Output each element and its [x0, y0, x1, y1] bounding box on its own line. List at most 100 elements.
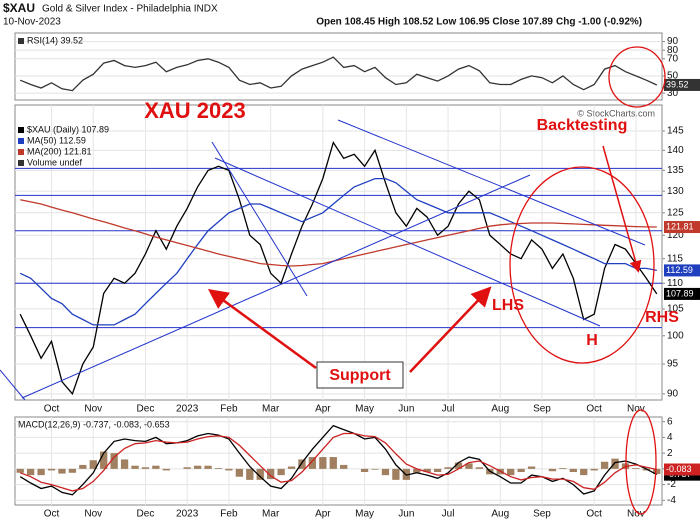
- y-tick-label: 100: [667, 330, 684, 341]
- date: 10-Nov-2023: [3, 17, 61, 28]
- histogram-bar: [580, 468, 588, 476]
- histogram-bar: [58, 468, 66, 474]
- histogram-bar: [340, 464, 348, 469]
- legend-swatch: [18, 127, 24, 133]
- histogram-bar: [152, 465, 160, 469]
- annotation: Backtesting: [537, 117, 628, 134]
- trendline: [0, 369, 26, 401]
- y-tick-label: 4: [667, 432, 673, 443]
- histogram-bar: [475, 467, 484, 469]
- annotation: Support: [329, 367, 391, 384]
- y-tick-label: -2: [667, 479, 676, 490]
- histogram-bar: [89, 460, 97, 469]
- histogram-bar: [183, 467, 191, 469]
- x-tick-label: Dec: [137, 404, 155, 415]
- x-tick-label: Jul: [442, 509, 455, 520]
- histogram-bar: [517, 468, 525, 472]
- ohlc: Open 108.45 High 108.52 Low 106.95 Close…: [316, 17, 553, 28]
- annotation: H: [586, 332, 598, 349]
- histogram-bar: [79, 464, 87, 469]
- histogram-bar: [527, 466, 536, 469]
- rsi-panel: [14, 32, 663, 101]
- x-tick-label: Feb: [220, 404, 238, 415]
- y-tick-label: 105: [667, 304, 684, 315]
- end-tag-label: -0.083: [666, 464, 692, 474]
- legend-label: RSI(14) 39.52: [27, 35, 83, 45]
- histogram-bar: [319, 457, 327, 469]
- histogram-bar: [256, 468, 264, 480]
- y-tick-label: 130: [667, 186, 684, 197]
- series-line: [19, 177, 657, 326]
- histogram-bar: [465, 463, 473, 469]
- highlight-circle: [625, 409, 657, 515]
- series-line: [19, 56, 658, 92]
- histogram-bar: [204, 465, 212, 469]
- histogram-bar: [444, 467, 452, 469]
- histogram-bar: [267, 468, 275, 480]
- histogram-bar: [110, 453, 118, 469]
- end-tag: [664, 287, 700, 300]
- series-line: [20, 199, 657, 267]
- histogram-bar: [360, 468, 369, 472]
- x-tick-label: Oct: [586, 404, 602, 415]
- x-tick-label: Apr: [315, 404, 331, 415]
- legend-label: MA(200) 121.81: [27, 146, 92, 156]
- x-tick-label: Jun: [398, 509, 414, 520]
- change: Chg -1.00 (-0.92%): [556, 17, 642, 28]
- histogram-bar: [371, 468, 379, 470]
- x-tick-label: Feb: [220, 509, 238, 520]
- legend-label: $XAU (Daily) 107.89: [27, 124, 109, 134]
- y-tick-label: 145: [667, 126, 684, 137]
- x-tick-label: Nov: [84, 404, 102, 415]
- trendline: [337, 119, 646, 246]
- y-tick-label: 90: [667, 388, 679, 399]
- x-tick-label: Nov: [84, 509, 102, 520]
- end-tag-label: 39.52: [666, 79, 689, 89]
- y-tick-label: 95: [667, 359, 679, 370]
- histogram-bar: [569, 468, 577, 472]
- histogram-bar: [131, 465, 139, 469]
- x-tick-label: Mar: [262, 404, 280, 415]
- legend-label: MA(50) 112.59: [27, 135, 86, 145]
- end-tag-label: 107.89: [666, 288, 694, 298]
- end-tag: [664, 463, 700, 476]
- y-tick-label: 115: [667, 253, 683, 264]
- panel-title: MACD(12,26,9) -0.737, -0.083, -0.653: [18, 419, 170, 429]
- markup: [207, 46, 666, 515]
- histogram-bar: [47, 468, 56, 471]
- x-tick-label: Aug: [491, 404, 509, 415]
- end-tag-label: 121.81: [666, 221, 694, 231]
- symbol: $XAU: [3, 1, 35, 15]
- legend-swatch: [18, 38, 24, 44]
- x-tick-label: Dec: [137, 509, 155, 520]
- x-tick-label: 2023: [176, 509, 199, 520]
- trendline: [211, 141, 308, 297]
- annotation: XAU 2023: [144, 98, 246, 123]
- legend-swatch: [18, 160, 24, 166]
- index-name: Gold & Silver Index - Philadelphia INDX: [42, 4, 218, 15]
- y-tick-label: 140: [667, 145, 684, 156]
- histogram-bar: [120, 459, 129, 469]
- histogram-bar: [68, 468, 77, 473]
- x-tick-label: Sep: [533, 404, 551, 415]
- x-tick-label: Mar: [262, 509, 280, 520]
- x-tick-label: 2023: [176, 404, 199, 415]
- histogram-bar: [653, 468, 661, 474]
- series-line: [19, 424, 658, 496]
- histogram-bar: [287, 466, 296, 469]
- x-tick-label: Nov: [627, 509, 645, 520]
- x-tick-label: Jun: [398, 404, 414, 415]
- x-tick-label: Oct: [586, 509, 602, 520]
- histogram-bar: [548, 468, 557, 472]
- x-tick-label: Oct: [44, 404, 60, 415]
- histogram-bar: [559, 468, 567, 469]
- y-tick-label: 70: [667, 53, 679, 64]
- legend-note: Volume undef: [27, 157, 83, 167]
- x-tick-label: May: [355, 509, 374, 520]
- histogram-bar: [600, 461, 609, 469]
- x-tick-label: May: [355, 404, 374, 415]
- trendlines: [0, 119, 646, 401]
- x-tick-label: Apr: [315, 509, 331, 520]
